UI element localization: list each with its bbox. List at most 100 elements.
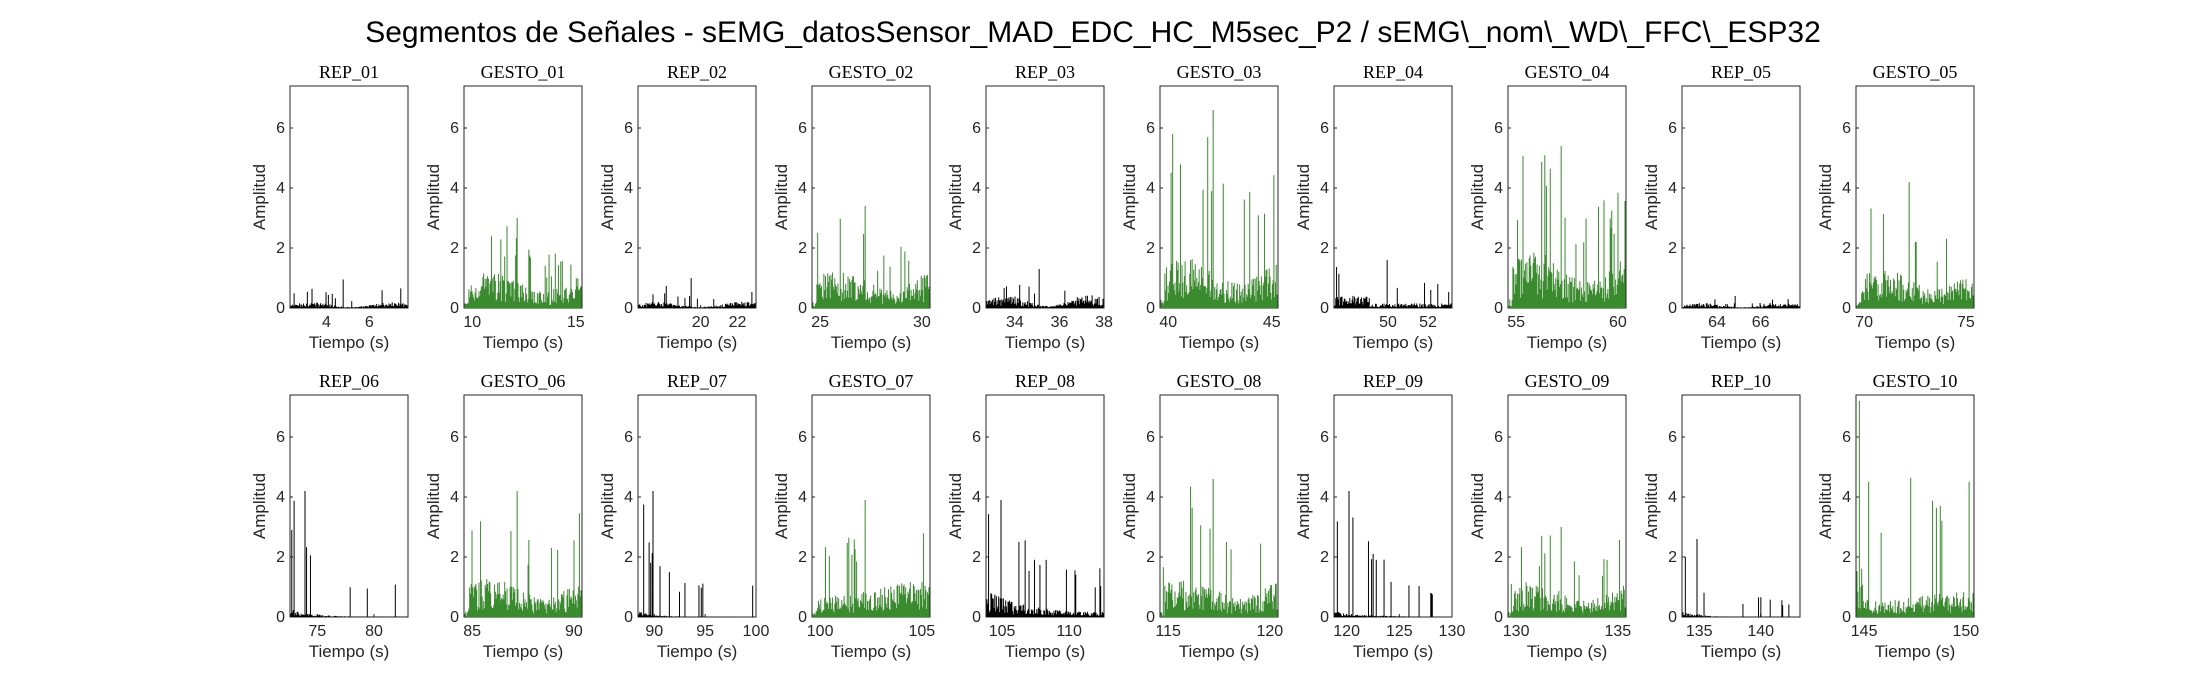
subplot-title: GESTO_09 bbox=[1525, 371, 1610, 391]
y-tick-label: 4 bbox=[798, 489, 807, 506]
subplot-rep_09: REP_09 0 2 4 6 120 125 130 Tiempo (s) Amplitud bbox=[1294, 371, 1465, 661]
signal-bars-gesto bbox=[1856, 401, 1974, 617]
subplot-title: GESTO_06 bbox=[481, 371, 566, 391]
y-tick-label: 2 bbox=[1494, 240, 1503, 257]
axes-frame bbox=[463, 85, 583, 309]
y-axis-label: Amplitud bbox=[1468, 164, 1487, 230]
y-axis-label: Amplitud bbox=[598, 473, 617, 539]
x-tick-label: 50 bbox=[1379, 314, 1397, 331]
y-tick-label: 4 bbox=[798, 180, 807, 197]
y-axis-label: Amplitud bbox=[1816, 473, 1835, 539]
subplot-title: GESTO_01 bbox=[481, 62, 566, 82]
y-tick-label: 4 bbox=[450, 180, 459, 197]
axes-frame bbox=[289, 85, 409, 309]
y-tick-label: 2 bbox=[450, 549, 459, 566]
x-tick-label: 135 bbox=[1686, 623, 1713, 640]
y-tick-label: 0 bbox=[450, 609, 459, 626]
subplot-title: REP_09 bbox=[1363, 371, 1423, 391]
y-tick-label: 2 bbox=[624, 549, 633, 566]
x-tick-label: 75 bbox=[1957, 314, 1975, 331]
x-axis-label: Tiempo (s) bbox=[831, 333, 912, 352]
subplot-title: REP_10 bbox=[1711, 371, 1771, 391]
y-tick-label: 4 bbox=[1494, 180, 1503, 197]
x-tick-label: 150 bbox=[1953, 623, 1980, 640]
y-axis-label: Amplitud bbox=[1816, 164, 1835, 230]
x-tick-label: 52 bbox=[1419, 314, 1437, 331]
y-tick-label: 0 bbox=[276, 609, 285, 626]
signal-bars-gesto bbox=[1856, 182, 1974, 308]
y-tick-label: 0 bbox=[1842, 609, 1851, 626]
x-tick-label: 40 bbox=[1159, 314, 1177, 331]
y-tick-label: 4 bbox=[1320, 180, 1329, 197]
x-tick-label: 10 bbox=[463, 314, 481, 331]
y-tick-label: 2 bbox=[798, 240, 807, 257]
x-tick-label: 140 bbox=[1747, 623, 1774, 640]
subplot-rep_01: REP_01 0 2 4 6 4 6 Tiempo (s) Amplitud bbox=[250, 62, 409, 352]
x-axis-label: Tiempo (s) bbox=[483, 642, 564, 661]
y-axis-label: Amplitud bbox=[772, 164, 791, 230]
axes-frame bbox=[1855, 394, 1975, 618]
y-tick-label: 4 bbox=[276, 489, 285, 506]
y-tick-label: 6 bbox=[972, 429, 981, 446]
x-tick-label: 120 bbox=[1257, 623, 1284, 640]
y-tick-label: 4 bbox=[1494, 489, 1503, 506]
x-tick-label: 100 bbox=[743, 623, 770, 640]
x-tick-label: 20 bbox=[692, 314, 710, 331]
subplot-title: GESTO_03 bbox=[1177, 62, 1262, 82]
y-tick-label: 4 bbox=[1146, 489, 1155, 506]
axes-frame bbox=[985, 394, 1105, 618]
x-tick-label: 145 bbox=[1851, 623, 1878, 640]
subplot-title: REP_08 bbox=[1015, 371, 1075, 391]
axes-frame bbox=[811, 85, 931, 309]
subplot-title: GESTO_05 bbox=[1873, 62, 1958, 82]
y-tick-label: 4 bbox=[450, 489, 459, 506]
signal-bars-rep bbox=[1334, 491, 1433, 617]
y-tick-label: 0 bbox=[972, 609, 981, 626]
y-tick-label: 0 bbox=[1668, 609, 1677, 626]
axes-frame bbox=[637, 85, 757, 309]
x-axis-label: Tiempo (s) bbox=[831, 642, 912, 661]
y-tick-label: 0 bbox=[1494, 609, 1503, 626]
x-tick-label: 85 bbox=[463, 623, 481, 640]
y-tick-label: 4 bbox=[1320, 489, 1329, 506]
x-tick-label: 75 bbox=[308, 623, 326, 640]
subplot-rep_06: REP_06 0 2 4 6 75 80 Tiempo (s) Amplitud bbox=[250, 371, 409, 661]
x-tick-label: 45 bbox=[1263, 314, 1281, 331]
signal-bars-rep bbox=[290, 491, 408, 617]
subplot-rep_07: REP_07 0 2 4 6 90 95 100 Tiempo (s) Amplitud bbox=[598, 371, 769, 661]
x-axis-label: Tiempo (s) bbox=[657, 333, 738, 352]
y-axis-label: Amplitud bbox=[946, 164, 965, 230]
y-tick-label: 4 bbox=[1842, 180, 1851, 197]
y-tick-label: 2 bbox=[972, 240, 981, 257]
signal-bars-gesto bbox=[1160, 110, 1278, 308]
x-tick-label: 22 bbox=[729, 314, 747, 331]
x-tick-label: 130 bbox=[1503, 623, 1530, 640]
subplot-title: REP_07 bbox=[667, 371, 727, 391]
subplot-title: REP_02 bbox=[667, 62, 727, 82]
axes-frame bbox=[637, 394, 757, 618]
y-tick-label: 6 bbox=[276, 429, 285, 446]
subplot-gesto_09: GESTO_09 0 2 4 6 130 135 Tiempo (s) Amplitud bbox=[1468, 371, 1631, 661]
y-tick-label: 2 bbox=[624, 240, 633, 257]
y-tick-label: 6 bbox=[1320, 429, 1329, 446]
y-tick-label: 0 bbox=[1320, 300, 1329, 317]
y-tick-label: 2 bbox=[276, 240, 285, 257]
x-tick-label: 115 bbox=[1155, 623, 1181, 640]
subplot-gesto_07: GESTO_07 0 2 4 6 100 105 Tiempo (s) Amplitud bbox=[772, 371, 935, 661]
x-axis-label: Tiempo (s) bbox=[1353, 642, 1434, 661]
x-tick-label: 30 bbox=[913, 314, 931, 331]
subplot-title: GESTO_10 bbox=[1873, 371, 1958, 391]
y-axis-label: Amplitud bbox=[1642, 164, 1661, 230]
x-tick-label: 105 bbox=[909, 623, 936, 640]
figure-suptitle: Segmentos de Señales - sEMG_datosSensor_… bbox=[365, 16, 1821, 49]
subplot-title: REP_03 bbox=[1015, 62, 1075, 82]
y-tick-label: 0 bbox=[1494, 300, 1503, 317]
y-tick-label: 2 bbox=[1494, 549, 1503, 566]
y-tick-label: 0 bbox=[1146, 300, 1155, 317]
